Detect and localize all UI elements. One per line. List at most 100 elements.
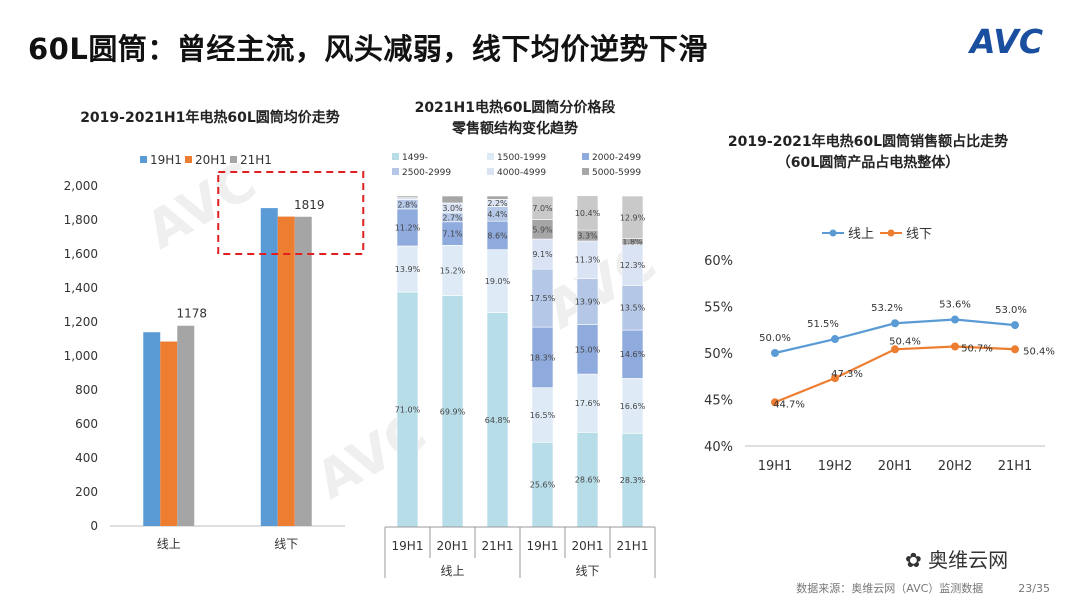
data-point [831, 335, 839, 344]
legend-label: 2500-2999 [402, 168, 451, 178]
legend-swatch [230, 156, 237, 163]
segment-label: 69.9% [440, 407, 466, 416]
series-line [774, 345, 1016, 404]
data-label: 44.7% [773, 399, 805, 410]
highlight-box [217, 171, 365, 255]
segment-label: 14.6% [620, 350, 646, 359]
y-tick-label: 800 [75, 383, 98, 397]
chart-title: 2019-2021年电热60L圆筒销售额占比走势 [728, 133, 1008, 150]
segment-label: 71.0% [395, 405, 421, 414]
segment-label: 13.9% [575, 297, 601, 306]
x-tick-label: 线下 [274, 537, 298, 551]
legend-label: 2000-2499 [592, 153, 641, 163]
watermark-avc: AVC [537, 232, 667, 342]
segment-label: 1.8% [622, 238, 643, 247]
avc-logo: AVC [970, 22, 1044, 61]
x-tick-label: 19H2 [818, 459, 853, 474]
y-tick-label: 600 [75, 417, 98, 431]
x-tick-label: 20H1 [572, 539, 604, 553]
data-label: 50.4% [889, 336, 921, 347]
legend-marker [887, 229, 895, 237]
bar [294, 216, 312, 526]
x-tick-label: 19H1 [527, 539, 559, 553]
data-label: 51.5% [807, 319, 839, 330]
y-tick-label: 1,600 [64, 247, 98, 261]
legend-swatch [185, 156, 192, 163]
legend-label: 19H1 [150, 153, 182, 167]
legend-swatch [487, 168, 494, 175]
y-tick-label: 2,000 [64, 179, 98, 193]
x-tick-label: 20H1 [878, 459, 913, 474]
stacked-segment [396, 195, 419, 198]
segment-label: 15.2% [440, 266, 466, 275]
segment-label: 3.0% [442, 204, 463, 213]
segment-label: 15.0% [575, 345, 601, 354]
segment-label: 10.4% [575, 209, 601, 218]
group-label: 线下 [575, 564, 599, 578]
chart-title: 2021H1电热60L圆筒分价格段 [415, 99, 616, 116]
sales-share-line-chart: 2019-2021年电热60L圆筒销售额占比走势 （60L圆筒产品占电热整体） 40… [704, 133, 1055, 474]
data-point [1011, 321, 1019, 330]
bar [143, 332, 161, 526]
segment-label: 7.1% [442, 230, 463, 239]
data-point [771, 349, 779, 357]
y-tick-label: 1,800 [64, 213, 98, 227]
data-point [831, 374, 839, 383]
legend-swatch [487, 153, 494, 160]
page-number: 23/35 [1018, 582, 1050, 595]
segment-label: 28.3% [620, 476, 646, 485]
bar [277, 216, 295, 526]
data-label: 1819 [294, 198, 325, 212]
segment-label: 2.2% [487, 199, 508, 208]
watermark-avc: AVC [137, 152, 267, 262]
y-tick-label: 55% [704, 301, 733, 316]
y-tick-label: 40% [704, 440, 733, 455]
page-title: 60L圆筒：曾经主流，风头减弱，线下均价逆势下滑 [28, 32, 708, 66]
stacked-segment [576, 195, 599, 231]
legend-label: 1500-1999 [497, 153, 546, 163]
segment-label: 13.5% [620, 304, 646, 313]
segment-label: 12.9% [620, 213, 646, 222]
chart-subtitle: 零售额结构变化趋势 [451, 120, 578, 137]
data-point [891, 345, 899, 354]
bar [177, 325, 195, 526]
legend-label: 4000-4999 [497, 168, 546, 178]
y-tick-label: 1,200 [64, 315, 98, 329]
legend-swatch [582, 153, 589, 160]
group-label: 线上 [440, 564, 464, 578]
wechat-name: 奥维云网 [928, 548, 1009, 572]
legend-label: 20H1 [195, 153, 227, 167]
data-label: 1178 [176, 307, 207, 321]
segment-label: 19.0% [485, 277, 511, 286]
legend-label: 5000-5999 [592, 168, 641, 178]
x-tick-label: 20H1 [437, 539, 469, 553]
legend-label: 线下 [906, 227, 932, 242]
segment-label: 64.8% [485, 416, 511, 425]
legend-label: 21H1 [240, 153, 272, 167]
x-tick-label: 19H1 [392, 539, 424, 553]
segment-label: 4.4% [487, 210, 508, 219]
segment-label: 16.6% [620, 402, 646, 411]
y-tick-label: 45% [704, 394, 733, 409]
segment-label: 12.3% [620, 261, 646, 270]
legend-marker [829, 229, 837, 237]
y-tick-label: 0 [90, 519, 98, 533]
y-tick-label: 400 [75, 451, 98, 465]
segment-label: 18.3% [530, 353, 556, 362]
y-tick-label: 50% [704, 347, 733, 362]
segment-label: 11.2% [395, 223, 421, 232]
segment-label: 28.6% [575, 476, 601, 485]
x-tick-label: 21H1 [482, 539, 514, 553]
stacked-segment [531, 196, 554, 220]
data-source: 数据来源：奥维云网（AVC）监测数据 [796, 582, 984, 595]
segment-label: 13.9% [395, 265, 421, 274]
legend-swatch [582, 168, 589, 175]
bar [260, 208, 278, 526]
stacked-segment [486, 195, 509, 200]
legend-label: 1499- [402, 153, 428, 163]
segment-label: 8.6% [487, 231, 508, 240]
stacked-segment [621, 195, 644, 239]
data-point [891, 319, 899, 328]
data-label: 53.0% [995, 305, 1027, 316]
